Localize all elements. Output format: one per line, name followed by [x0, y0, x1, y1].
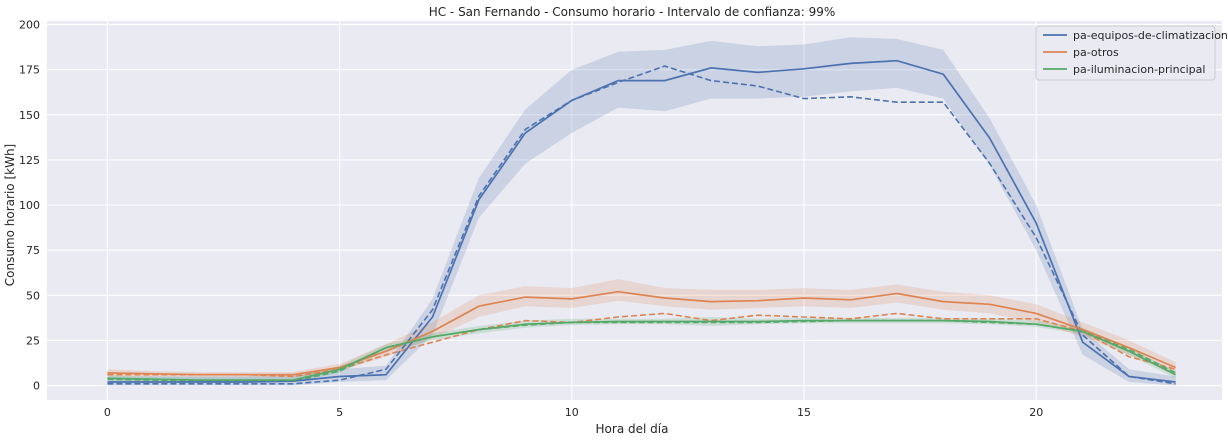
y-tick-label: 125	[19, 154, 40, 167]
legend-label-pa-iluminacion-principal: pa-iluminacion-principal	[1073, 63, 1205, 76]
y-tick-label: 100	[19, 199, 40, 212]
reference-line-pa-iluminacion-principal	[107, 319, 1176, 382]
y-axis-title: Consumo horario [kWh]	[3, 144, 17, 286]
y-tick-label: 50	[26, 289, 40, 302]
series-line-pa-otros	[107, 290, 1176, 376]
y-tick-label: 0	[33, 380, 40, 393]
reference-line-pa-equipos-de-climatizacion	[107, 65, 1176, 385]
series-line-pa-iluminacion-principal	[107, 319, 1176, 381]
y-tick-label: 200	[19, 19, 40, 32]
x-tick-label: 15	[797, 406, 811, 419]
chart-title: HC - San Fernando - Consumo horario - In…	[429, 5, 836, 19]
legend-label-pa-otros: pa-otros	[1073, 46, 1119, 59]
x-tick-label: 10	[565, 406, 579, 419]
legend-box	[1035, 25, 1216, 81]
series-lines	[107, 59, 1176, 383]
series-line-pa-equipos-de-climatizacion	[107, 59, 1176, 383]
x-tick-label: 20	[1029, 406, 1043, 419]
plot-background	[47, 21, 1222, 400]
y-tick-label: 75	[26, 244, 40, 257]
reference-lines	[107, 65, 1176, 385]
y-tick-label: 150	[19, 109, 40, 122]
confidence-band-pa-equipos-de-climatizacion	[107, 37, 1176, 386]
legend-label-pa-equipos-de-climatizacion: pa-equipos-de-climatizacion	[1073, 29, 1228, 42]
x-axis-title: Hora del día	[596, 422, 669, 436]
x-tick-label: 5	[336, 406, 343, 419]
reference-line-pa-otros	[107, 312, 1176, 378]
y-tick-label: 25	[26, 334, 40, 347]
legend: pa-equipos-de-climatizacion pa-otros pa-il…	[1035, 25, 1228, 81]
y-tick-label: 175	[19, 64, 40, 77]
x-tick-label: 0	[104, 406, 111, 419]
